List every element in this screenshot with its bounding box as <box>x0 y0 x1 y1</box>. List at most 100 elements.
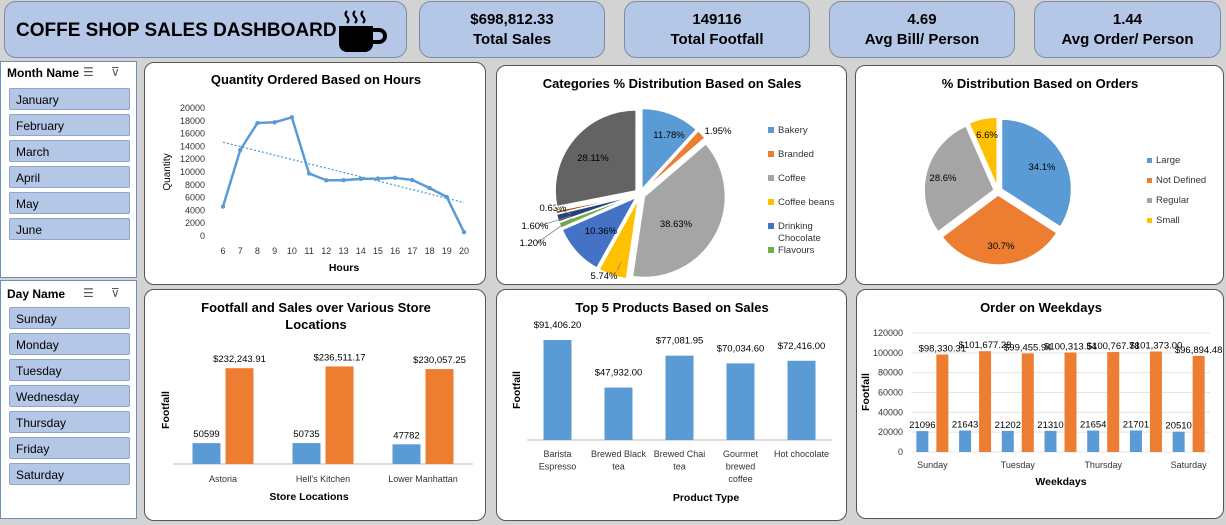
dashboard-title: COFFE SHOP SALES DASHBOARD <box>16 20 337 41</box>
y-tick-label: 6000 <box>185 193 205 203</box>
slicer-item-wednesday[interactable]: Wednesday <box>9 385 130 407</box>
x-tick-label: 10 <box>287 246 297 256</box>
slicer-item-may[interactable]: May <box>9 192 130 214</box>
y-tick-label: 100000 <box>873 348 903 358</box>
data-label: 47782 <box>393 430 419 441</box>
data-label: 10.36% <box>585 226 618 237</box>
categories-pie-chart: Categories % Distribution Based on Sales… <box>520 76 835 282</box>
x-tick-label: 16 <box>390 246 400 256</box>
x-tick-label: 14 <box>356 246 366 256</box>
y-tick-label: 12000 <box>180 154 205 164</box>
legend-swatch <box>768 199 774 205</box>
chart-title: Top 5 Products Based on Sales <box>575 300 768 315</box>
y-tick-label: 18000 <box>180 116 205 126</box>
x-tick-label: tea <box>612 462 625 472</box>
data-point <box>306 171 312 176</box>
chart-title: Locations <box>285 317 346 332</box>
data-label: 21701 <box>1123 419 1149 430</box>
x-tick-label: 6 <box>220 246 225 256</box>
data-label: 21654 <box>1080 420 1106 431</box>
bar <box>225 368 254 464</box>
data-point <box>238 147 243 153</box>
y-axis-label: Footfall <box>511 371 523 409</box>
y-axis-label: Quantity <box>162 153 173 190</box>
slicer-item-january[interactable]: January <box>9 88 130 110</box>
data-label: $70,034.60 <box>717 343 765 354</box>
slicer-item-april[interactable]: April <box>9 166 130 188</box>
x-tick-label: Tuesday <box>1001 460 1036 470</box>
pie-slice <box>561 195 639 270</box>
kpi-value: 4.69 <box>907 11 937 28</box>
slicer-item-saturday[interactable]: Saturday <box>9 463 130 485</box>
slicer-item-monday[interactable]: Monday <box>9 333 130 355</box>
x-tick-label: 17 <box>407 246 417 256</box>
data-label: 50735 <box>293 429 319 440</box>
pie-slice <box>554 109 637 208</box>
x-tick-label: Astoria <box>209 474 237 484</box>
stores-bar-chart: Footfall and Sales over Various Store Loc… <box>160 300 473 503</box>
kpi-label: Avg Bill/ Person <box>864 31 980 48</box>
clear-filter-icon[interactable]: ⊽ <box>111 65 120 79</box>
data-label: 38.63% <box>660 219 693 230</box>
slicer-item-friday[interactable]: Friday <box>9 437 130 459</box>
kpi-value: 1.44 <box>1112 11 1143 28</box>
data-label: 28.11% <box>577 153 609 164</box>
data-point <box>220 204 226 209</box>
kpi-label: Avg Order/ Person <box>1061 31 1194 48</box>
kpi-label: Total Sales <box>472 31 552 48</box>
x-tick-label: 7 <box>238 246 243 256</box>
data-label: $96,894.48 <box>1175 345 1223 356</box>
bar <box>292 443 321 464</box>
bar <box>543 340 572 440</box>
x-axis-label: Hours <box>329 262 359 274</box>
month-slicer-header: Month Name ☰ ⊽ <box>1 62 136 84</box>
slicer-item-sunday[interactable]: Sunday <box>9 307 130 329</box>
x-tick-label: 13 <box>338 246 348 256</box>
data-label: 28.6% <box>930 173 957 184</box>
day-slicer: Day Name ☰ ⊽ Sunday Monday Tuesday Wedne… <box>0 280 137 519</box>
slicer-item-tuesday[interactable]: Tuesday <box>9 359 130 381</box>
data-point <box>392 175 398 181</box>
slicer-item-june[interactable]: June <box>9 218 130 240</box>
weekdays-chart-panel: Order on Weekdays 0 20000 40000 60000 80000 10… <box>856 289 1224 519</box>
data-label: 50599 <box>193 429 219 440</box>
hours-chart-panel: Quantity Ordered Based on Hours 0 2000 4000… <box>144 62 486 285</box>
multi-select-icon[interactable]: ☰ <box>83 65 94 79</box>
data-label: 21096 <box>909 420 935 431</box>
data-label: $236,511.17 <box>313 352 365 363</box>
bar <box>1001 430 1014 452</box>
y-tick-label: 20000 <box>878 427 903 437</box>
slicer-item-february[interactable]: February <box>9 114 130 136</box>
kpi-total-footfall: 149116 Total Footfall <box>624 1 810 58</box>
x-axis-label: Weekdays <box>1035 476 1086 488</box>
slicer-item-thursday[interactable]: Thursday <box>9 411 130 433</box>
chart-title: Quantity Ordered Based on Hours <box>211 72 421 87</box>
bar <box>1149 351 1162 452</box>
clear-filter-icon[interactable]: ⊽ <box>111 286 120 300</box>
legend-label: Chocolate <box>778 233 821 244</box>
y-tick-label: 120000 <box>873 328 903 338</box>
orders-chart-panel: % Distribution Based on Orders 34.1% 30.7%… <box>855 65 1224 285</box>
slicer-item-march[interactable]: March <box>9 140 130 162</box>
kpi-value: $698,812.33 <box>470 11 554 28</box>
data-point <box>289 115 295 120</box>
bar <box>959 430 972 452</box>
y-tick-label: 40000 <box>878 407 903 417</box>
y-tick-label: 16000 <box>180 129 205 139</box>
chart-title: % Distribution Based on Orders <box>942 76 1138 91</box>
legend-swatch <box>1147 218 1152 223</box>
data-point <box>358 176 363 182</box>
kpi-label: Total Footfall <box>670 31 764 48</box>
legend-swatch <box>768 247 774 253</box>
x-tick-label: 20 <box>459 246 469 256</box>
legend-label: Flavours <box>778 245 815 256</box>
y-axis-label: Footfall <box>160 391 172 429</box>
pie-slice <box>641 107 698 192</box>
y-tick-label: 10000 <box>180 167 205 177</box>
leader-line <box>554 207 572 215</box>
y-tick-label: 2000 <box>185 218 205 228</box>
multi-select-icon[interactable]: ☰ <box>83 286 94 300</box>
dashboard-title-box: COFFE SHOP SALES DASHBOARD <box>4 1 407 58</box>
bar <box>1192 355 1205 452</box>
x-tick-label: Sunday <box>917 460 948 470</box>
